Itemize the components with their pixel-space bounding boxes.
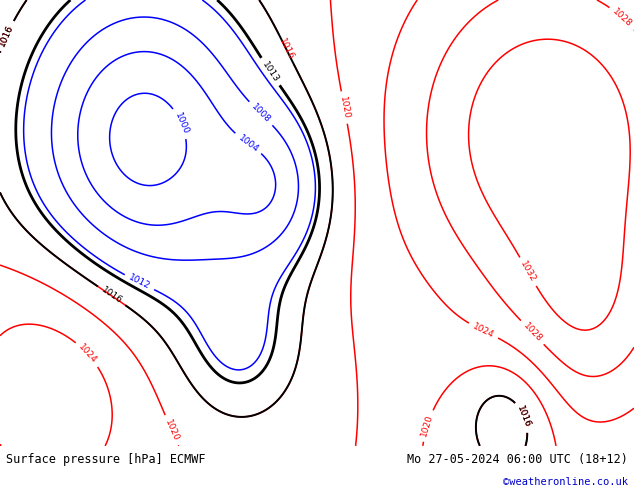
- Text: 1024: 1024: [77, 343, 99, 366]
- Text: 1016: 1016: [515, 404, 533, 429]
- Text: 1016: 1016: [100, 286, 124, 306]
- Text: 1000: 1000: [172, 111, 190, 136]
- Text: 1008: 1008: [250, 102, 272, 125]
- Text: Surface pressure [hPa] ECMWF: Surface pressure [hPa] ECMWF: [6, 453, 206, 466]
- Text: 1016: 1016: [0, 24, 15, 48]
- Text: 1020: 1020: [338, 96, 351, 120]
- Text: 1024: 1024: [471, 321, 496, 340]
- Text: 1020: 1020: [163, 418, 180, 442]
- Text: 1016: 1016: [515, 404, 533, 429]
- Text: ©weatheronline.co.uk: ©weatheronline.co.uk: [503, 477, 628, 487]
- Text: 1016: 1016: [277, 37, 295, 61]
- Text: 1012: 1012: [127, 273, 152, 292]
- Text: 1016: 1016: [0, 24, 15, 48]
- Text: 1004: 1004: [236, 133, 260, 154]
- Text: 1032: 1032: [519, 260, 538, 284]
- Text: 1028: 1028: [611, 7, 634, 29]
- Text: 1028: 1028: [521, 321, 543, 344]
- Text: 1020: 1020: [420, 414, 435, 438]
- Text: Mo 27-05-2024 06:00 UTC (18+12): Mo 27-05-2024 06:00 UTC (18+12): [407, 453, 628, 466]
- Text: 1013: 1013: [260, 60, 280, 84]
